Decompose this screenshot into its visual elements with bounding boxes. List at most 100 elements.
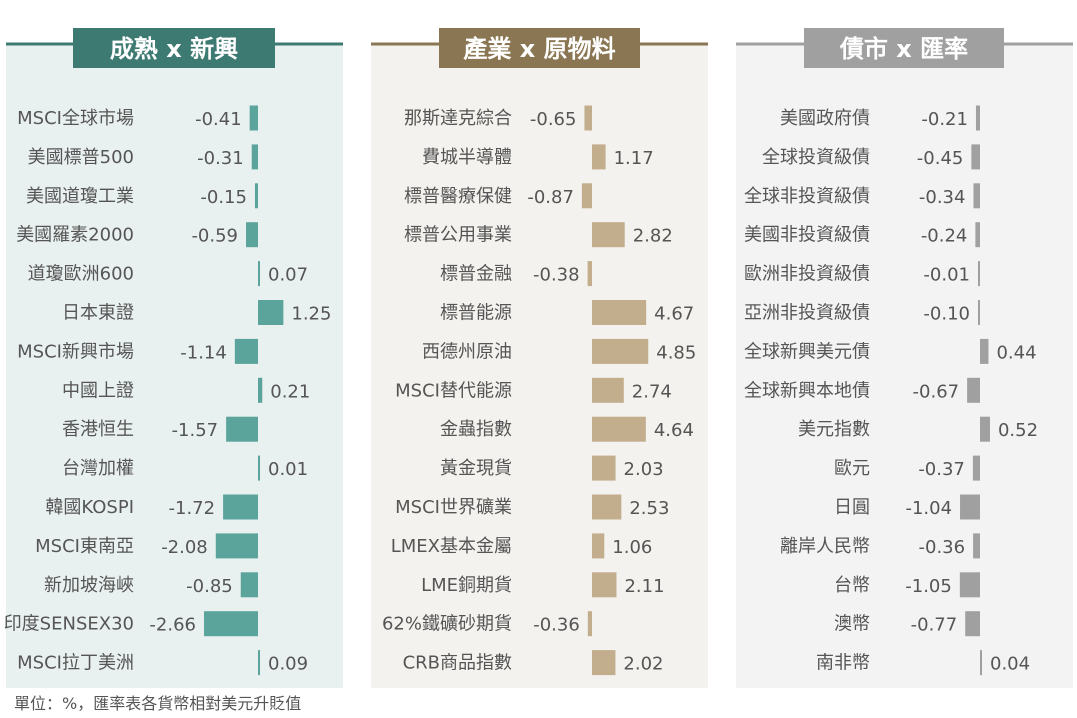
category-label: 全球新興美元債 xyxy=(744,341,870,362)
bar xyxy=(973,533,980,559)
category-label: 香港恒生 xyxy=(62,419,134,440)
value-label: 2.74 xyxy=(632,381,672,402)
value-label: 0.09 xyxy=(268,654,308,675)
bar xyxy=(258,650,260,676)
value-label: 0.01 xyxy=(268,459,308,480)
category-label: 全球非投資級債 xyxy=(744,186,870,207)
category-label: 美國非投資級債 xyxy=(744,225,870,246)
value-label: -0.01 xyxy=(923,265,970,286)
bar xyxy=(254,183,258,209)
category-label: 離岸人民幣 xyxy=(780,536,870,557)
bar xyxy=(587,611,592,637)
value-label: 2.82 xyxy=(633,226,673,247)
bar xyxy=(592,416,646,442)
value-label: 1.17 xyxy=(614,148,654,169)
value-label: -0.15 xyxy=(200,187,247,208)
bar xyxy=(592,494,622,520)
value-label: 2.53 xyxy=(629,498,669,519)
value-label: -2.66 xyxy=(149,615,196,636)
bar xyxy=(584,105,592,131)
bar xyxy=(246,222,258,248)
category-label: 日圓 xyxy=(834,497,870,518)
value-label: -0.77 xyxy=(911,615,958,636)
value-label: -0.36 xyxy=(919,537,966,558)
bar xyxy=(592,377,624,403)
value-label: -0.87 xyxy=(527,187,574,208)
category-label: 美國道瓊工業 xyxy=(26,186,134,207)
category-label: 台灣加權 xyxy=(62,458,134,479)
bar xyxy=(965,611,980,637)
category-label: MSCI拉丁美洲 xyxy=(17,653,134,674)
category-label: 西德州原油 xyxy=(422,341,512,362)
value-label: -0.45 xyxy=(917,148,964,169)
category-label: 道瓊歐洲600 xyxy=(28,264,134,285)
category-label: 美國標普500 xyxy=(28,147,134,168)
value-label: 4.64 xyxy=(654,420,694,441)
value-label: -0.31 xyxy=(197,148,244,169)
value-label: -0.38 xyxy=(533,265,580,286)
bar xyxy=(240,572,258,598)
category-label: 標普醫療保健 xyxy=(404,186,512,207)
value-label: 0.07 xyxy=(268,265,308,286)
value-label: 4.85 xyxy=(656,342,696,363)
value-label: 2.11 xyxy=(624,576,664,597)
category-label: 韓國KOSPI xyxy=(45,497,134,518)
category-label: 亞洲非投資級債 xyxy=(744,303,870,324)
bar xyxy=(592,572,617,598)
category-label: 標普公用事業 xyxy=(404,225,512,246)
bar xyxy=(978,261,980,287)
category-label: MSCI世界礦業 xyxy=(395,497,512,518)
bar xyxy=(234,338,258,364)
category-label: MSCI東南亞 xyxy=(35,536,134,557)
bar xyxy=(592,144,606,170)
value-label: 0.44 xyxy=(996,342,1036,363)
value-label: -1.04 xyxy=(905,498,952,519)
category-label: 標普金融 xyxy=(440,264,512,285)
category-label: 中國上證 xyxy=(62,380,134,401)
category-label: 歐元 xyxy=(834,458,870,479)
bar xyxy=(971,144,980,170)
bar xyxy=(592,533,605,559)
value-label: -1.14 xyxy=(180,342,227,363)
bar xyxy=(592,300,647,325)
bar xyxy=(223,494,258,520)
bar xyxy=(587,261,592,287)
category-label: 美元指數 xyxy=(798,419,870,440)
bar xyxy=(980,338,989,364)
category-label: 澳幣 xyxy=(834,614,870,635)
category-label: 金蟲指數 xyxy=(440,419,512,440)
category-label: 台幣 xyxy=(834,575,870,596)
panel-title: 產業 x 原物料 xyxy=(463,35,615,63)
panel-header-box xyxy=(73,28,275,68)
panel-header-box xyxy=(439,28,640,68)
value-label: 4.67 xyxy=(654,304,694,325)
value-label: 0.21 xyxy=(270,381,310,402)
value-label: -0.41 xyxy=(195,109,242,130)
bar xyxy=(258,261,260,287)
bar xyxy=(980,650,982,676)
value-label: 0.04 xyxy=(990,654,1030,675)
bar xyxy=(960,494,980,520)
bar xyxy=(258,377,263,403)
panel-1: 成熟 x 新興 MSCI全球市場 -0.41 美國標普500 -0.31 美國道瓊工業 -0… xyxy=(4,28,343,688)
value-label: -1.05 xyxy=(905,576,952,597)
category-label: 歐洲非投資級債 xyxy=(744,264,870,285)
value-label: 1.25 xyxy=(291,304,331,325)
category-label: 美國政府債 xyxy=(780,108,870,129)
bar xyxy=(967,377,980,403)
value-label: 0.52 xyxy=(998,420,1038,441)
value-label: -1.72 xyxy=(169,498,216,519)
bar xyxy=(226,416,258,442)
panel-header-box xyxy=(804,28,1004,68)
panel-title: 債市 x 匯率 xyxy=(839,35,968,63)
bar xyxy=(251,144,258,170)
bar xyxy=(249,105,258,131)
category-label: 那斯達克綜合 xyxy=(404,108,512,129)
category-label: 黃金現貨 xyxy=(440,458,512,479)
bar xyxy=(973,183,980,209)
value-label: -0.36 xyxy=(533,615,580,636)
bar xyxy=(980,416,990,442)
category-label: 標普能源 xyxy=(440,303,512,324)
